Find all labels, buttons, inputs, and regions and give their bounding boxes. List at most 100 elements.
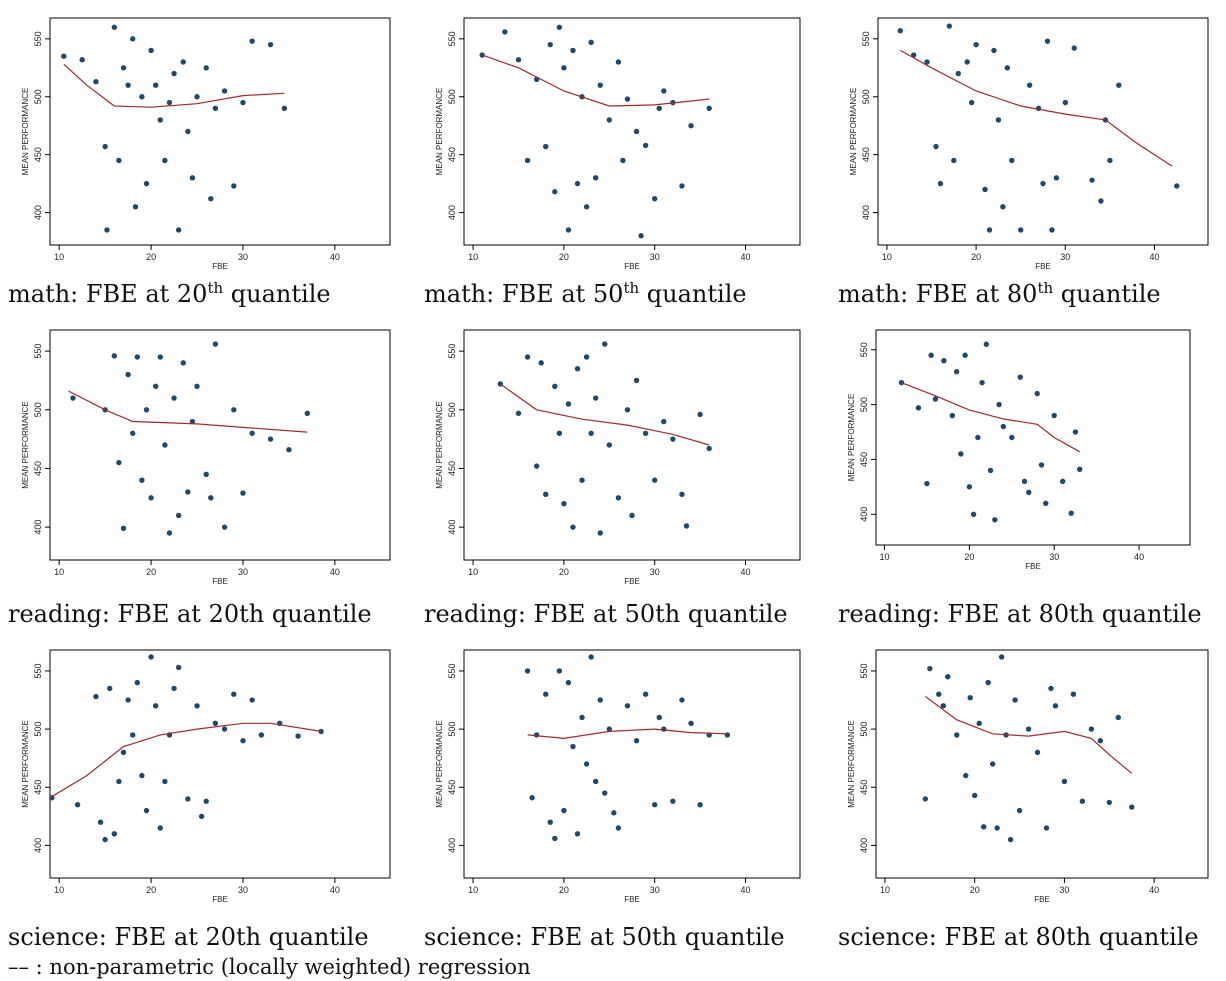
point xyxy=(966,484,973,490)
x-tick-label: 10 xyxy=(468,252,478,262)
caption: science: FBE at 80th quantile xyxy=(838,923,1199,951)
point xyxy=(633,738,640,744)
point xyxy=(143,407,150,413)
point xyxy=(1060,478,1066,485)
point xyxy=(679,183,685,189)
y-tick-label: 500 xyxy=(859,397,869,412)
point xyxy=(1079,798,1086,804)
point xyxy=(171,70,177,77)
point xyxy=(924,59,930,65)
y-axis-label: MEAN PERFORMANCE xyxy=(435,720,444,808)
y-axis-label: MEAN PERFORMANCE xyxy=(847,394,856,482)
point xyxy=(116,157,122,164)
caption-text: reading: FBE at 50th quantile xyxy=(424,600,788,628)
point xyxy=(1034,390,1040,397)
caption-text: math: FBE at 20 xyxy=(8,280,207,308)
y-tick-label: 550 xyxy=(447,31,457,46)
point xyxy=(198,813,205,820)
point xyxy=(973,41,979,48)
point xyxy=(597,530,603,536)
point xyxy=(1053,175,1060,181)
x-tick-label: 10 xyxy=(468,567,478,577)
point xyxy=(561,65,567,71)
point xyxy=(633,377,640,384)
point xyxy=(1007,836,1014,843)
point xyxy=(574,831,581,837)
point xyxy=(953,368,960,375)
x-axis-label: FBE xyxy=(212,895,228,904)
point xyxy=(1026,489,1032,496)
y-tick-label: 500 xyxy=(447,722,457,737)
point xyxy=(162,442,168,448)
point xyxy=(615,59,622,65)
point xyxy=(638,233,644,239)
point xyxy=(986,227,993,233)
point xyxy=(162,778,168,785)
point xyxy=(927,665,933,672)
point xyxy=(1048,685,1054,692)
point xyxy=(1043,500,1049,507)
point xyxy=(286,446,292,453)
point xyxy=(602,790,608,796)
y-tick-label: 500 xyxy=(33,89,43,104)
point xyxy=(932,396,939,402)
x-axis-label: FBE xyxy=(212,262,228,271)
point xyxy=(221,726,228,732)
point xyxy=(180,360,186,366)
point xyxy=(933,143,939,150)
point xyxy=(1072,429,1079,435)
point xyxy=(111,24,118,30)
caption: math: FBE at 80th quantile xyxy=(838,279,1161,308)
point xyxy=(949,412,956,419)
point xyxy=(533,463,540,469)
point xyxy=(642,142,649,149)
point xyxy=(194,383,200,390)
y-axis-label: MEAN PERFORMANCE xyxy=(435,88,444,176)
point xyxy=(975,434,981,441)
x-tick-label: 30 xyxy=(238,567,248,577)
point xyxy=(670,436,676,442)
point xyxy=(998,654,1005,660)
caption-sup: th xyxy=(1037,279,1053,297)
point xyxy=(1115,714,1121,721)
point xyxy=(679,491,685,497)
point xyxy=(524,157,531,164)
x-tick-label: 40 xyxy=(330,885,340,895)
point xyxy=(561,807,567,814)
point xyxy=(964,59,970,65)
point xyxy=(633,128,640,135)
point xyxy=(954,732,960,738)
point xyxy=(570,524,576,530)
point xyxy=(936,691,942,697)
point xyxy=(910,52,917,58)
point xyxy=(624,96,631,102)
x-tick-label: 30 xyxy=(650,885,660,895)
point xyxy=(996,401,1002,408)
y-tick-label: 550 xyxy=(33,663,43,678)
point xyxy=(915,405,922,411)
point xyxy=(139,94,145,100)
y-tick-label: 550 xyxy=(33,31,43,46)
point xyxy=(479,52,485,58)
point xyxy=(679,697,685,703)
caption: math: FBE at 20th quantile xyxy=(8,279,331,308)
point xyxy=(991,47,997,54)
point xyxy=(615,495,622,501)
point xyxy=(1070,691,1077,697)
point xyxy=(166,99,173,106)
x-tick-label: 10 xyxy=(879,552,889,562)
y-tick-label: 450 xyxy=(33,461,43,476)
panel: 400 450 500 550 10 20 30 40 FBE MEAN PERFORMANCE xyxy=(435,329,801,586)
point xyxy=(652,195,658,202)
y-axis-label: MEAN PERFORMANCE xyxy=(847,720,856,808)
point xyxy=(208,495,214,501)
x-tick-label: 40 xyxy=(330,252,340,262)
x-tick-label: 30 xyxy=(238,252,248,262)
point xyxy=(982,186,988,193)
plot-frame xyxy=(875,329,1191,546)
point xyxy=(556,24,563,30)
fit-line xyxy=(900,49,1173,167)
panel: 400 450 500 550 10 20 30 40 FBE MEAN PERFORMANCE xyxy=(21,17,391,271)
point xyxy=(1009,434,1015,441)
point xyxy=(515,56,522,63)
